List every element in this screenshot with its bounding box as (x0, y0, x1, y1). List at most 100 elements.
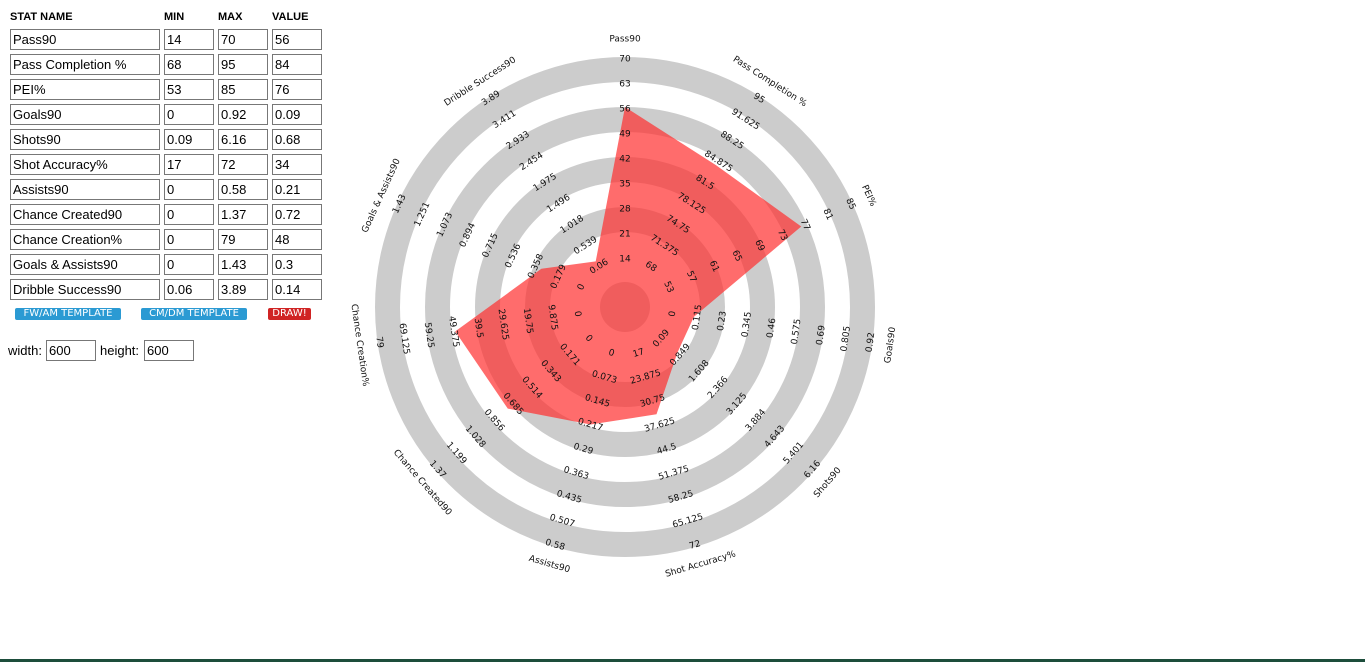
value-input[interactable] (272, 279, 322, 300)
max-input[interactable] (218, 154, 268, 175)
stat-name-input[interactable] (10, 179, 160, 200)
column-header: MAX (218, 11, 243, 23)
max-input[interactable] (218, 229, 268, 250)
tick-label: 35 (619, 180, 630, 190)
tick-label: 42 (619, 155, 630, 165)
tick-label: 73 (775, 228, 789, 243)
stat-name-input[interactable] (10, 79, 160, 100)
value-input[interactable] (272, 54, 322, 75)
min-input[interactable] (164, 54, 214, 75)
min-input[interactable] (164, 29, 214, 50)
stat-name-input[interactable] (10, 54, 160, 75)
tick-label: 59.25 (422, 322, 436, 349)
value-input[interactable] (272, 79, 322, 100)
template-button[interactable]: FW/AM TEMPLATE (15, 308, 121, 320)
min-input[interactable] (164, 79, 214, 100)
value-input[interactable] (272, 204, 322, 225)
data-area (455, 107, 802, 425)
tick-label: 0.23 (716, 310, 729, 331)
max-input[interactable] (218, 254, 268, 275)
tick-label: 0.345 (740, 311, 754, 338)
max-input[interactable] (218, 129, 268, 150)
tick-label: 39.5 (472, 318, 485, 339)
tick-label: 69 (752, 238, 766, 253)
tick-label: 65 (730, 249, 744, 264)
tick-label: 0.92 (865, 332, 878, 353)
tick-label: 53 (661, 280, 675, 295)
column-header: VALUE (272, 11, 309, 23)
column-header: MIN (164, 11, 185, 23)
min-input[interactable] (164, 254, 214, 275)
value-input[interactable] (272, 229, 322, 250)
value-input[interactable] (272, 104, 322, 125)
stat-name-input[interactable] (10, 204, 160, 225)
value-input[interactable] (272, 29, 322, 50)
min-input[interactable] (164, 229, 214, 250)
template-button[interactable]: CM/DM TEMPLATE (141, 308, 247, 320)
tick-label: 0 (572, 310, 583, 317)
min-input[interactable] (164, 179, 214, 200)
tick-label: 56 (619, 105, 631, 115)
tick-label: 0 (668, 310, 679, 317)
tick-label: 0.115 (691, 304, 705, 331)
tick-label: 0 (583, 333, 594, 344)
max-input[interactable] (218, 29, 268, 50)
axis-label: Shot Accuracy% (664, 549, 737, 579)
tick-label: 21 (619, 230, 630, 240)
min-input[interactable] (164, 104, 214, 125)
tick-label: 0.69 (815, 324, 828, 346)
stat-name-input[interactable] (10, 279, 160, 300)
value-input[interactable] (272, 154, 322, 175)
tick-label: 49 (619, 130, 631, 140)
stat-name-input[interactable] (10, 154, 160, 175)
stat-name-input[interactable] (10, 104, 160, 125)
max-input[interactable] (218, 54, 268, 75)
tick-label: 14 (619, 255, 631, 265)
tick-label: 79 (373, 336, 385, 349)
tick-label: 61 (707, 259, 721, 274)
tick-label: 70 (619, 55, 631, 65)
max-input[interactable] (218, 179, 268, 200)
max-input[interactable] (218, 204, 268, 225)
template-button[interactable]: DRAW! (268, 308, 311, 320)
width-label: width: (8, 343, 42, 358)
axis-label: PEI% (859, 184, 878, 209)
tick-label: 17 (632, 347, 646, 360)
value-input[interactable] (272, 129, 322, 150)
tick-label: 77 (798, 218, 812, 233)
axis-label: Pass90 (609, 35, 641, 45)
min-input[interactable] (164, 279, 214, 300)
tick-label: 0.46 (766, 317, 779, 339)
ring (375, 57, 875, 557)
tick-label: 9.875 (545, 304, 559, 331)
stat-name-input[interactable] (10, 254, 160, 275)
min-input[interactable] (164, 154, 214, 175)
tick-label: 0 (607, 348, 616, 359)
max-input[interactable] (218, 104, 268, 125)
tick-label: 0 (576, 282, 588, 292)
min-input[interactable] (164, 129, 214, 150)
value-input[interactable] (272, 179, 322, 200)
max-input[interactable] (218, 279, 268, 300)
tick-label: 85 (843, 197, 857, 212)
min-input[interactable] (164, 204, 214, 225)
stat-name-input[interactable] (10, 129, 160, 150)
tick-label: 57 (684, 270, 698, 285)
column-header: STAT NAME (10, 11, 73, 23)
tick-label: 81 (820, 207, 834, 222)
value-input[interactable] (272, 254, 322, 275)
stat-name-input[interactable] (10, 29, 160, 50)
bottom-bar (0, 659, 1365, 662)
tick-label: 49.375 (446, 315, 460, 348)
stat-name-input[interactable] (10, 229, 160, 250)
max-input[interactable] (218, 79, 268, 100)
width-input[interactable] (46, 340, 96, 361)
height-label: height: (100, 343, 140, 358)
tick-label: 19.75 (521, 308, 535, 335)
height-input[interactable] (144, 340, 194, 361)
tick-label: 28 (619, 205, 631, 215)
tick-label: 72 (688, 539, 702, 552)
tick-label: 63 (619, 80, 630, 90)
